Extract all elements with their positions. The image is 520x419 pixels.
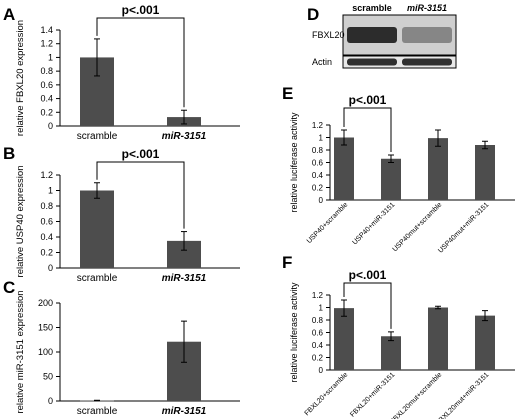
y-tick-label-c: 0 <box>48 396 53 406</box>
blot-lane-label-scramble: scramble <box>352 3 392 13</box>
chart-panel-e: 0 0.2 0.4 0.6 0.8 1 1.2 relative luciferase act… <box>289 93 515 255</box>
y-tick-label-b: 0 <box>48 263 53 273</box>
bar-f-fbxl20-mir-3151 <box>381 336 401 370</box>
y-tick-label-a: 0.2 <box>40 107 53 117</box>
category-label-b: scramble <box>77 273 118 284</box>
blot-band-actin-mir-3151 <box>402 58 452 66</box>
bar-f-fbxl20mut-scramble <box>428 307 448 370</box>
y-tick-label-c: 100 <box>38 347 53 357</box>
category-label-c: scramble <box>77 406 118 417</box>
significance-bracket-b <box>96 161 185 229</box>
category-label-e: USP40+miR-3151 <box>351 201 396 246</box>
y-tick-label-c: 200 <box>38 298 53 308</box>
panel-letter-a: A <box>3 5 15 24</box>
y-tick-label-f: 0.6 <box>312 329 324 338</box>
y-tick-label-a: 1.4 <box>40 25 53 35</box>
y-tick-label-f: 1.2 <box>312 291 324 300</box>
panel-letter-f: F <box>282 253 292 272</box>
chart-panel-a: 0 0.2 0.4 0.6 0.8 1 1.2 1.4 relative FBXL20 expr… <box>15 3 240 142</box>
y-tick-label-a: 0.8 <box>40 66 53 76</box>
blot-row-label-actin: Actin <box>312 57 332 67</box>
significance-bracket-a <box>96 17 185 108</box>
blot-row-label-fbxl20: FBXL20 <box>312 30 345 40</box>
category-label-f: FBXL20mut+miR-3151 <box>435 371 491 419</box>
y-tick-label-b: 0.4 <box>40 232 53 242</box>
y-tick-label-b: 1 <box>48 186 53 196</box>
y-tick-label-f: 0.8 <box>312 316 324 325</box>
y-axis-label-b: relative USP40 expression <box>15 166 26 278</box>
western-blot-panel: scramble miR-3151 FBXL20 Actin <box>312 3 457 69</box>
y-tick-label-a: 0.6 <box>40 80 53 90</box>
y-tick-label-f: 1 <box>319 304 324 313</box>
blot-lane-label-mir-3151: miR-3151 <box>407 3 447 13</box>
significance-label-b: p<.001 <box>122 147 160 161</box>
panel-letter-d: D <box>307 5 319 24</box>
category-label-f: FBXL20+scramble <box>304 371 350 417</box>
category-label-f: FBXL20mut+scramble <box>389 371 443 419</box>
blot-band-fbxl20-scramble <box>347 27 397 43</box>
chart-panel-c: 0 50 100 150 200 relative miR-3151 expression… <box>15 290 240 417</box>
y-tick-label-b: 0.8 <box>40 201 53 211</box>
y-tick-label-e: 0.2 <box>312 184 324 193</box>
y-tick-label-f: 0 <box>319 366 324 375</box>
panel-letter-b: B <box>3 144 15 163</box>
significance-label-f: p<.001 <box>349 268 387 282</box>
y-tick-label-e: 1 <box>319 134 324 143</box>
category-label-b: miR-3151 <box>162 273 207 284</box>
y-tick-label-f: 0.2 <box>312 354 324 363</box>
bar-f-fbxl20mut-mir-3151 <box>475 315 495 370</box>
y-axis-label-a: relative FBXL20 expression <box>15 20 26 136</box>
bar-f-fbxl20-scramble <box>334 308 354 370</box>
y-tick-label-e: 1.2 <box>312 121 324 130</box>
y-tick-label-e: 0.4 <box>312 171 324 180</box>
category-label-c: miR-3151 <box>162 406 207 417</box>
y-axis-label-e: relative luciferase activity <box>289 112 299 213</box>
bar-e-usp40-mir-3151 <box>381 158 401 200</box>
y-axis-label-c: relative miR-3151 expression <box>15 290 26 413</box>
bar-e-usp40mut-scramble <box>428 138 448 200</box>
chart-panel-f: 0 0.2 0.4 0.6 0.8 1 1.2 relative luciferase act… <box>289 268 515 419</box>
y-tick-label-f: 0.4 <box>312 341 324 350</box>
significance-label-e: p<.001 <box>349 93 387 107</box>
category-label-e: USP40+scramble <box>306 201 350 245</box>
category-label-f: FBXL20+miR-3151 <box>349 371 396 418</box>
y-axis-label-f: relative luciferase activity <box>289 282 299 383</box>
bar-e-usp40mut-mir-3151 <box>475 145 495 200</box>
y-tick-label-a: 1.2 <box>40 39 53 49</box>
bar-e-usp40-scramble <box>334 137 354 200</box>
panel-letter-e: E <box>282 84 293 103</box>
y-tick-label-a: 0 <box>48 121 53 131</box>
significance-bracket-f <box>343 282 392 329</box>
bar-b-scramble <box>80 190 114 268</box>
category-label-a: scramble <box>77 131 118 142</box>
significance-label-a: p<.001 <box>122 3 160 17</box>
y-tick-label-b: 1.2 <box>40 170 53 180</box>
y-tick-label-a: 1 <box>48 52 53 62</box>
y-tick-label-e: 0.6 <box>312 159 324 168</box>
y-tick-label-c: 50 <box>43 372 53 382</box>
y-tick-label-a: 0.4 <box>40 94 53 104</box>
category-label-a: miR-3151 <box>162 131 207 142</box>
y-tick-label-b: 0.6 <box>40 217 53 227</box>
y-tick-label-c: 150 <box>38 323 53 333</box>
y-tick-label-e: 0 <box>319 196 324 205</box>
y-tick-label-b: 0.2 <box>40 248 53 258</box>
blot-band-fbxl20-mir-3151 <box>402 27 452 43</box>
panel-letter-c: C <box>3 278 15 297</box>
chart-panel-b: 0 0.2 0.4 0.6 0.8 1 1.2 relative USP40 expressi… <box>15 147 240 284</box>
category-label-e: USP40mut+miR-3151 <box>437 201 490 254</box>
y-tick-label-e: 0.8 <box>312 146 324 155</box>
category-label-e: USP40mut+scramble <box>392 201 444 253</box>
blot-band-actin-scramble <box>347 58 397 66</box>
significance-bracket-e <box>343 107 392 152</box>
panel-letters: A B C D E F <box>3 5 319 297</box>
